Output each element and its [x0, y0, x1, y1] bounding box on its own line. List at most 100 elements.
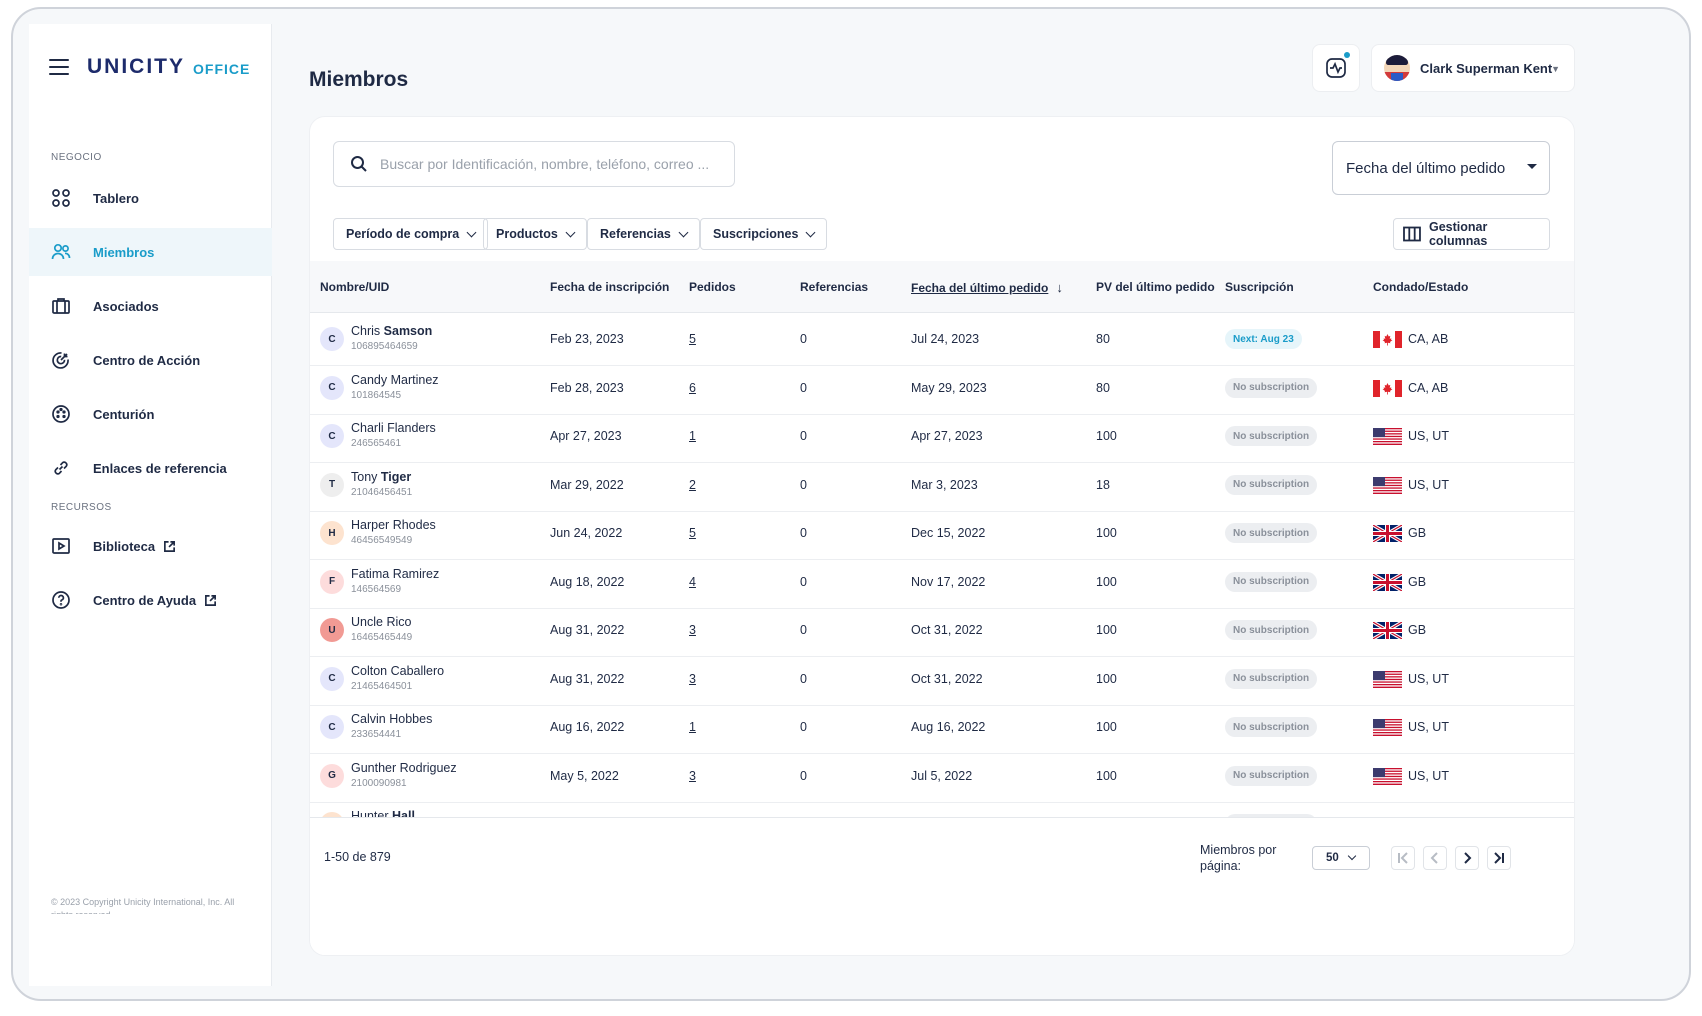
table-row[interactable]: G Gunther Rodriguez 2100090981 May 5, 2022 3…: [310, 750, 1574, 803]
column-header-orders[interactable]: Pedidos: [689, 280, 736, 294]
arrow-down-icon: ↓: [1056, 280, 1063, 295]
search-box[interactable]: [333, 141, 735, 187]
chevron-down-icon: [565, 227, 576, 237]
filter-purchase-period[interactable]: Período de compra: [333, 218, 489, 250]
last-order-pv: 18: [1096, 477, 1110, 492]
member-name[interactable]: Uncle Rico: [351, 615, 411, 629]
manage-columns-button[interactable]: Gestionar columnas: [1393, 218, 1550, 250]
chevron-left-icon: [1430, 852, 1438, 864]
table-row[interactable]: C Chris Samson 106895464659 Feb 23, 2023 5 0 J…: [310, 313, 1574, 366]
sidebar-item-help-center[interactable]: Centro de Ayuda: [29, 576, 272, 624]
orders-link[interactable]: 4: [689, 574, 696, 589]
orders-link[interactable]: 3: [689, 768, 696, 783]
enrollment-date: Jun 24, 2022: [550, 526, 623, 540]
sidebar-item-centurion[interactable]: Centurión: [29, 390, 272, 438]
flag-gb-icon: [1373, 622, 1402, 639]
member-name[interactable]: Fatima Ramirez: [351, 567, 439, 581]
members-card: Fecha del último pedido Período de compr…: [309, 116, 1575, 956]
section-label-business: NEGOCIO: [51, 152, 102, 163]
sidebar-item-associates[interactable]: Asociados: [29, 282, 272, 330]
table-row[interactable]: F Fatima Ramirez 146564569 Aug 18, 2022 4 0 No…: [310, 556, 1574, 609]
sidebar-item-library[interactable]: Biblioteca: [29, 522, 272, 570]
subscription-badge: No subscription: [1225, 717, 1318, 737]
member-name[interactable]: Hunter Hall: [351, 809, 415, 817]
prev-page-button[interactable]: [1423, 846, 1447, 870]
logo: UNICITY: [87, 55, 185, 78]
columns-icon: [1403, 226, 1421, 242]
member-last-name: Tiger: [380, 469, 412, 484]
orders-link[interactable]: 2: [689, 477, 696, 492]
column-header-last-order-date[interactable]: Fecha del último pedido ↓: [911, 280, 1063, 295]
flag-ca-icon: [1373, 379, 1402, 397]
filter-referrals[interactable]: Referencias: [587, 218, 700, 250]
table-row[interactable]: C Calvin Hobbes 233654441 Aug 16, 2022 1 0 Aug…: [310, 701, 1574, 754]
flag-gb-icon: [1373, 573, 1402, 591]
orders-link[interactable]: 6: [689, 380, 696, 395]
sort-select[interactable]: Fecha del último pedido: [1332, 141, 1550, 195]
search-input[interactable]: [380, 156, 720, 172]
last-order-date: Oct 31, 2022: [911, 671, 983, 686]
table-row[interactable]: H Harper Rhodes 46456549549 Jun 24, 2022 5 0 D…: [310, 507, 1574, 560]
member-name[interactable]: Calvin Hobbes: [351, 712, 432, 726]
filter-products[interactable]: Productos: [483, 218, 587, 250]
referrals-count: 0: [800, 429, 807, 443]
table-row[interactable]: H Hunter Hall No subscription: [310, 798, 1574, 817]
members-icon: [49, 240, 73, 264]
flag-us-icon: [1373, 719, 1402, 736]
enrollment-date: Aug 16, 2022: [550, 720, 625, 734]
table-row[interactable]: C Colton Caballero 21465464501 Aug 31, 2022…: [310, 653, 1574, 706]
sidebar: UNICITY OFFICE NEGOCIO Tablero Miembros …: [29, 24, 272, 986]
column-header-last-order-pv[interactable]: PV del último pedido: [1096, 280, 1215, 294]
member-name[interactable]: Candy Martinez: [351, 373, 439, 387]
member-name[interactable]: Harper Rhodes: [351, 518, 436, 532]
last-order-date: Nov 17, 2022: [911, 574, 986, 589]
member-uid: 21465464501: [351, 680, 413, 692]
chevron-down-icon: [678, 227, 689, 237]
region: GB: [1408, 623, 1427, 637]
orders-link[interactable]: 1: [689, 429, 696, 443]
orders-link[interactable]: 3: [689, 671, 696, 686]
orders-link[interactable]: 1: [689, 720, 696, 734]
play-icon: [49, 534, 73, 558]
last-order-date: Jul 5, 2022: [911, 768, 973, 783]
table-row[interactable]: T Tony Tiger 21046456451 Mar 29, 2022 2 0 Mar …: [310, 459, 1574, 512]
member-name[interactable]: Chris Samson: [351, 324, 432, 338]
subscription-badge: No subscription: [1225, 571, 1318, 592]
member-name[interactable]: Tony Tiger: [351, 470, 411, 484]
member-name[interactable]: Gunther Rodriguez: [351, 761, 457, 775]
menu-icon[interactable]: [49, 59, 69, 75]
member-name[interactable]: Charli Flanders: [351, 421, 436, 435]
column-header-enrollment-date[interactable]: Fecha de inscripción: [550, 280, 670, 294]
member-first-name: Colton: [351, 663, 388, 678]
member-first-name: Gunther: [351, 760, 397, 775]
member-name[interactable]: Colton Caballero: [351, 664, 444, 678]
target-icon: [49, 348, 73, 372]
column-header-referrals[interactable]: Referencias: [800, 280, 869, 294]
flag-ca-icon: [1373, 331, 1402, 348]
device-frame: UNICITY OFFICE NEGOCIO Tablero Miembros …: [11, 7, 1691, 1001]
referrals-count: 0: [800, 526, 807, 540]
orders-link[interactable]: 5: [689, 526, 696, 540]
table-row[interactable]: C Charli Flanders 246565461 Apr 27, 2023 1 0 A…: [310, 410, 1574, 463]
user-menu[interactable]: Clark Superman Kent ▼: [1371, 44, 1575, 92]
column-header-region[interactable]: Condado/Estado: [1373, 280, 1469, 294]
orders-link[interactable]: 3: [689, 623, 696, 637]
table-row[interactable]: U Uncle Rico 16465465449 Aug 31, 2022 3 0 Oct …: [310, 604, 1574, 657]
sidebar-item-members[interactable]: Miembros: [29, 228, 272, 276]
per-page-select[interactable]: 50: [1312, 846, 1370, 870]
sidebar-item-referral-links[interactable]: Enlaces de referencia: [29, 444, 272, 492]
activity-button[interactable]: [1312, 44, 1360, 92]
member-last-name: Rodriguez: [399, 760, 457, 775]
table-row[interactable]: C Candy Martinez 101864545 Feb 28, 2023 6 0 Ma…: [310, 362, 1574, 415]
filter-subscriptions[interactable]: Suscripciones: [700, 218, 828, 250]
first-page-button[interactable]: [1391, 846, 1415, 870]
sidebar-item-action-center[interactable]: Centro de Acción: [29, 336, 272, 384]
column-header-name[interactable]: Nombre/UID: [320, 280, 390, 294]
orders-link[interactable]: 5: [689, 332, 696, 346]
last-page-button[interactable]: [1487, 846, 1511, 870]
sidebar-item-dashboard[interactable]: Tablero: [29, 174, 272, 222]
centurion-icon: [49, 402, 73, 426]
region: US, UT: [1408, 768, 1449, 783]
column-header-subscription[interactable]: Suscripción: [1225, 280, 1294, 294]
next-page-button[interactable]: [1455, 846, 1479, 870]
